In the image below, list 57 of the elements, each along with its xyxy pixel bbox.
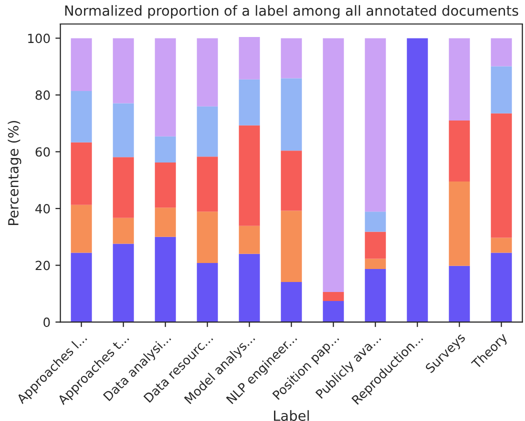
- bar: [364, 232, 386, 259]
- y-tick-label: 20: [36, 260, 50, 270]
- x-axis-title: Label: [274, 410, 309, 421]
- bar: [196, 212, 218, 264]
- bar: [238, 125, 260, 226]
- bar: [70, 90, 92, 142]
- bar: [280, 150, 302, 211]
- bar: [448, 120, 470, 182]
- bar: [364, 38, 386, 212]
- bar: [196, 156, 218, 212]
- bar: [490, 238, 512, 253]
- y-tick-label: 0: [44, 318, 50, 327]
- bar: [238, 254, 260, 322]
- bar: [70, 252, 92, 322]
- bar: [280, 78, 302, 151]
- bar: [112, 38, 134, 104]
- chart-title: Normalized proportion of a label among all annotated documents: [65, 5, 518, 19]
- bar: [238, 226, 260, 254]
- bar: [196, 38, 218, 106]
- bar: [154, 136, 176, 163]
- bar: [322, 301, 344, 322]
- bar: [154, 162, 176, 208]
- bar: [70, 204, 92, 253]
- bar: [322, 292, 344, 302]
- bar: [112, 157, 134, 218]
- bar: [406, 38, 428, 322]
- y-tick-label: 100: [28, 34, 50, 44]
- y-tick-label: 80: [36, 90, 50, 100]
- bar: [196, 263, 218, 322]
- bar: [322, 38, 344, 292]
- bar: [238, 79, 260, 126]
- bar: [490, 38, 512, 66]
- bar: [70, 38, 92, 91]
- bar: [448, 38, 470, 121]
- bar: [490, 113, 512, 238]
- bar: [154, 208, 176, 237]
- bar: [196, 106, 218, 157]
- bar: [112, 103, 134, 158]
- bar: [364, 212, 386, 232]
- bar: [364, 268, 386, 322]
- bar: [490, 66, 512, 114]
- y-tick-label: 60: [36, 147, 50, 157]
- bar: [154, 38, 176, 136]
- bar: [280, 210, 302, 282]
- bar: [364, 258, 386, 269]
- bar: [280, 38, 302, 78]
- bar: [112, 244, 134, 322]
- bar: [448, 266, 470, 322]
- bar: [112, 218, 134, 244]
- bar: [490, 252, 512, 322]
- bar: [448, 182, 470, 266]
- bar: [154, 236, 176, 322]
- y-tick-label: 40: [35, 204, 50, 214]
- bar: [280, 282, 302, 322]
- bar: [70, 142, 92, 205]
- y-axis-title: Percentage (%): [8, 120, 22, 225]
- bar: [238, 37, 260, 80]
